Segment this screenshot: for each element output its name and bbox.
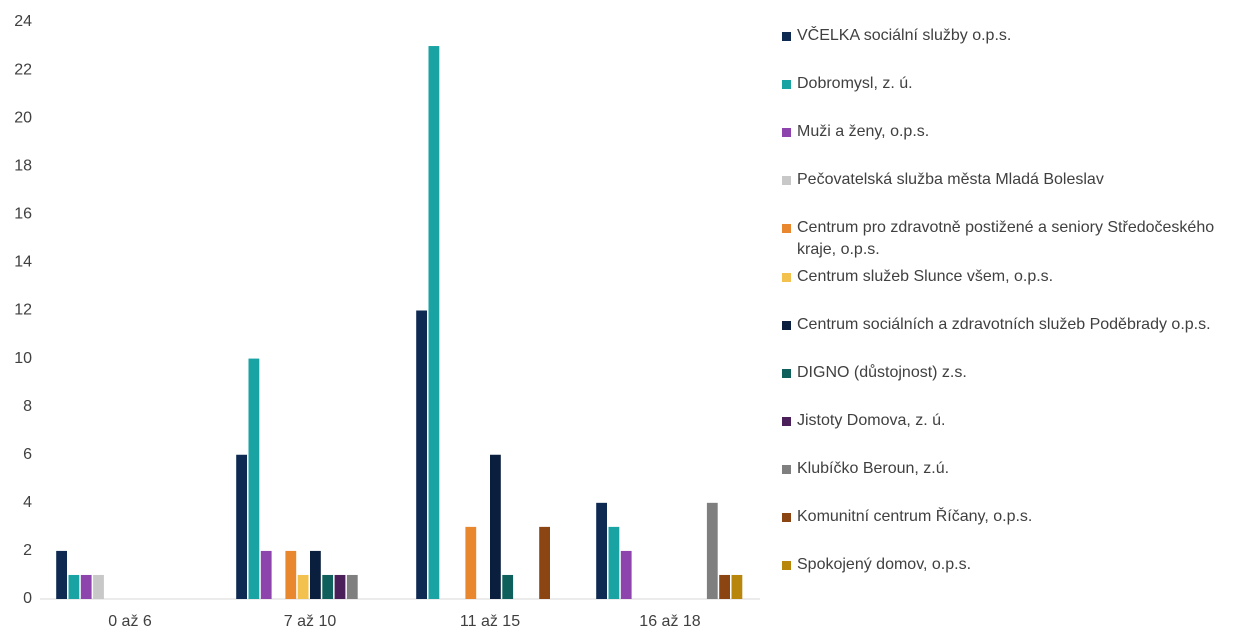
bar xyxy=(322,574,334,599)
legend-label: Pečovatelská služba města Mladá Boleslav xyxy=(797,171,1104,189)
legend-label: Centrum pro zdravotně postižené a senior… xyxy=(797,219,1215,259)
legend-item: Centrum sociálních a zdravotních služeb … xyxy=(782,314,1252,336)
y-tick-label: 0 xyxy=(23,590,32,607)
bar xyxy=(502,574,514,599)
legend-label: Dobromysl, z. ú. xyxy=(797,75,913,93)
bar xyxy=(80,574,92,599)
y-tick-label: 22 xyxy=(14,61,32,78)
legend-swatch xyxy=(782,176,791,186)
x-tick-label: 0 až 6 xyxy=(108,613,152,630)
x-tick-label: 7 až 10 xyxy=(284,613,337,630)
legend-label: DIGNO (důstojnost) z.s. xyxy=(797,363,967,381)
legend-item: Centrum pro zdravotně postižené a senior… xyxy=(782,217,1252,261)
y-tick-label: 18 xyxy=(14,157,32,174)
bar xyxy=(596,502,607,599)
y-tick-label: 8 xyxy=(23,398,32,415)
legend-swatch xyxy=(782,320,791,330)
y-tick-label: 14 xyxy=(14,254,32,271)
legend-label: Centrum sociálních a zdravotních služeb … xyxy=(797,315,1211,333)
bar xyxy=(285,550,297,599)
bar xyxy=(719,574,730,599)
legend-swatch xyxy=(782,32,791,41)
x-tick-label: 11 až 15 xyxy=(460,613,520,630)
legend-label: Jistoty Domova, z. ú. xyxy=(797,411,946,429)
legend-swatch xyxy=(782,80,791,90)
legend-item: Dobromysl, z. ú. xyxy=(782,73,1252,95)
legend-swatch xyxy=(782,464,791,474)
legend-item: VČELKA sociální služby o.p.s. xyxy=(782,25,1252,47)
bar xyxy=(56,550,67,599)
legend-swatch xyxy=(782,416,791,426)
legend-item: Pečovatelská služba města Mladá Boleslav xyxy=(782,169,1252,191)
bar xyxy=(465,526,477,599)
bar xyxy=(310,550,321,599)
legend-swatch xyxy=(782,272,791,282)
bar xyxy=(539,526,550,599)
x-tick-label: 16 až 18 xyxy=(639,613,700,630)
y-tick-label: 2 xyxy=(23,542,32,559)
legend-item: Centrum služeb Slunce všem, o.p.s. xyxy=(782,266,1252,288)
legend-label: Spokojený domov, o.p.s. xyxy=(797,556,972,574)
legend-swatch xyxy=(782,128,791,138)
y-tick-label: 4 xyxy=(23,494,32,511)
legend-swatch xyxy=(782,368,791,378)
y-tick-label: 16 xyxy=(14,206,32,223)
bar xyxy=(260,550,272,599)
y-tick-label: 20 xyxy=(14,109,32,126)
bar xyxy=(416,310,427,599)
bar xyxy=(620,550,632,599)
y-tick-label: 24 xyxy=(14,13,32,30)
legend-swatch xyxy=(782,561,791,571)
bar xyxy=(68,574,80,599)
bar xyxy=(334,574,346,599)
bar xyxy=(297,574,309,599)
legend-item: Jistoty Domova, z. ú. xyxy=(782,410,1252,432)
bar xyxy=(93,574,104,599)
legend-label: Klubíčko Beroun, z.ú. xyxy=(797,459,950,477)
legend-label: VČELKA sociální služby o.p.s. xyxy=(797,27,1012,44)
y-tick-label: 10 xyxy=(14,350,32,367)
legend-item: Spokojený domov, o.p.s. xyxy=(782,554,1252,576)
bar xyxy=(490,454,501,599)
legend-item: DIGNO (důstojnost) z.s. xyxy=(782,362,1252,384)
legend-label: Centrum služeb Slunce všem, o.p.s. xyxy=(797,267,1054,285)
bar xyxy=(346,574,358,599)
legend-swatch xyxy=(782,513,791,522)
legend-item: Muži a ženy, o.p.s. xyxy=(782,121,1252,143)
bar xyxy=(248,358,260,599)
bar xyxy=(236,454,247,599)
bar xyxy=(706,502,718,599)
bar xyxy=(731,574,743,599)
bar xyxy=(428,46,440,599)
legend-label: Muži a ženy, o.p.s. xyxy=(797,123,930,141)
legend-item: Komunitní centrum Říčany, o.p.s. xyxy=(782,506,1252,528)
bar xyxy=(608,526,620,599)
y-tick-label: 6 xyxy=(23,446,32,463)
legend-label: Komunitní centrum Říčany, o.p.s. xyxy=(797,508,1033,525)
y-tick-label: 12 xyxy=(14,302,32,319)
legend-item: Klubíčko Beroun, z.ú. xyxy=(782,458,1252,480)
legend-swatch xyxy=(782,224,791,234)
